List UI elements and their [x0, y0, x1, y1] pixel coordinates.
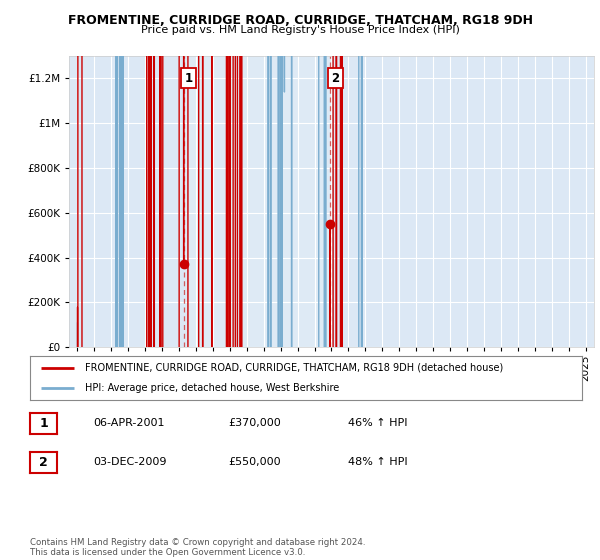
- Text: Price paid vs. HM Land Registry's House Price Index (HPI): Price paid vs. HM Land Registry's House …: [140, 25, 460, 35]
- Text: 03-DEC-2009: 03-DEC-2009: [93, 457, 167, 467]
- Text: 48% ↑ HPI: 48% ↑ HPI: [348, 457, 407, 467]
- Text: 1: 1: [39, 417, 48, 430]
- Text: 2: 2: [39, 456, 48, 469]
- Text: £370,000: £370,000: [228, 418, 281, 428]
- Text: HPI: Average price, detached house, West Berkshire: HPI: Average price, detached house, West…: [85, 383, 340, 393]
- Text: 2: 2: [331, 72, 339, 85]
- Text: 06-APR-2001: 06-APR-2001: [93, 418, 164, 428]
- Text: FROMENTINE, CURRIDGE ROAD, CURRIDGE, THATCHAM, RG18 9DH (detached house): FROMENTINE, CURRIDGE ROAD, CURRIDGE, THA…: [85, 363, 503, 373]
- Text: Contains HM Land Registry data © Crown copyright and database right 2024.
This d: Contains HM Land Registry data © Crown c…: [30, 538, 365, 557]
- Text: £550,000: £550,000: [228, 457, 281, 467]
- Text: 1: 1: [185, 72, 193, 85]
- Text: FROMENTINE, CURRIDGE ROAD, CURRIDGE, THATCHAM, RG18 9DH: FROMENTINE, CURRIDGE ROAD, CURRIDGE, THA…: [67, 14, 533, 27]
- Bar: [184, 56, 330, 347]
- Text: 46% ↑ HPI: 46% ↑ HPI: [348, 418, 407, 428]
